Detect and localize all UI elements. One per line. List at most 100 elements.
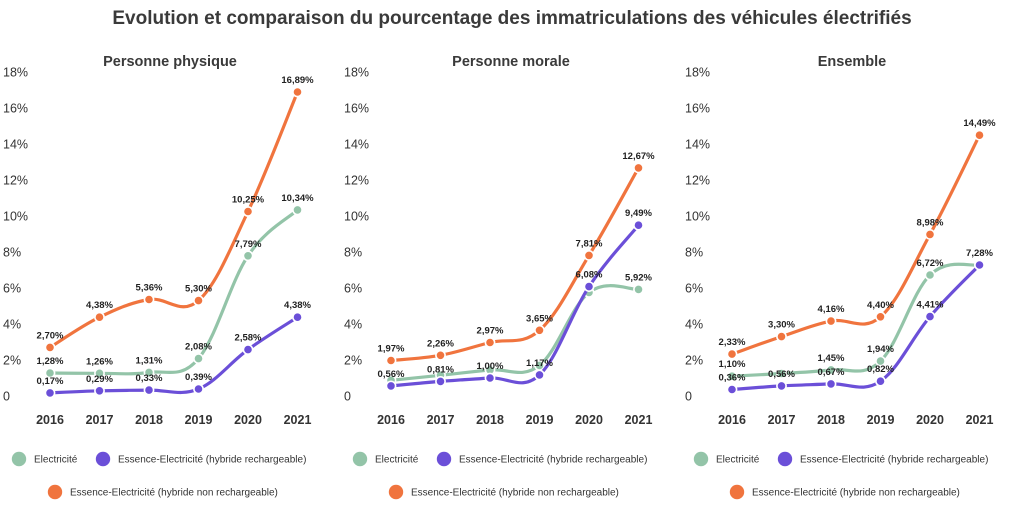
legend-label-electricite: Electricité [375,455,419,466]
data-point-phev[interactable] [924,311,936,322]
data-label-electricite: 10,34% [281,193,314,204]
data-point-hev[interactable] [534,324,545,336]
legend-marker-hev [729,484,745,500]
data-point-phev[interactable] [143,384,155,396]
data-point-hev[interactable] [143,294,155,305]
y-tick-label: 10% [344,210,369,224]
data-label-phev: 0,33% [136,373,163,384]
data-label-phev: 0,67% [818,367,845,378]
data-label-phev: 1,00% [477,361,504,372]
data-point-phev[interactable] [825,378,837,390]
x-tick-label: 2019 [526,413,554,427]
data-point-hev[interactable] [924,228,936,240]
data-point-phev[interactable] [44,387,56,399]
data-label-hev: 4,40% [867,300,894,311]
data-point-phev[interactable] [484,372,496,384]
data-label-phev: 2,58% [235,333,262,344]
data-point-hev[interactable] [633,162,644,174]
x-tick-label: 2019 [185,413,213,427]
data-point-hev[interactable] [292,86,303,98]
x-tick-label: 2018 [135,413,163,427]
data-point-hev[interactable] [825,315,837,327]
data-label-hev: 14,49% [963,118,996,129]
data-point-hev[interactable] [94,311,105,323]
data-point-hev[interactable] [193,295,204,306]
y-tick-label: 0 [344,390,351,404]
data-point-electricite[interactable] [193,353,204,364]
data-label-hev: 2,26% [427,338,454,349]
legend-label-phev: Essence-Electricité (hybride rechargeabl… [800,455,988,466]
x-tick-label: 2018 [817,413,845,427]
y-tick-label: 16% [3,102,28,116]
data-point-electricite[interactable] [292,204,303,216]
legend-label-phev: Essence-Electricité (hybride rechargeabl… [118,455,306,466]
legend-label-electricite: Electricité [716,455,760,466]
data-point-phev[interactable] [633,219,644,231]
data-label-hev: 10,25% [232,195,265,206]
legend-marker-hev [388,484,404,500]
data-point-hev[interactable] [385,355,397,366]
data-point-hev[interactable] [974,129,985,141]
data-point-electricite[interactable] [726,370,738,382]
data-label-electricite: 6,72% [917,258,944,269]
data-point-electricite[interactable] [242,250,254,262]
data-point-phev[interactable] [385,380,397,392]
data-label-hev: 7,81% [576,238,603,249]
data-point-hev[interactable] [484,337,496,348]
legend-marker-phev [436,451,452,467]
data-point-phev[interactable] [292,311,303,323]
y-tick-label: 12% [685,174,710,188]
x-tick-label: 2021 [625,413,653,427]
panel-personne-morale: Personne morale 0 2% 4% 6% 8% 10% 12% 14% 16% 18% 2… [341,44,682,512]
data-label-electricite: 7,79% [235,239,262,250]
data-label-phev: 4,38% [284,300,311,311]
data-point-hev[interactable] [875,311,886,323]
data-point-electricite[interactable] [875,355,886,367]
data-point-electricite[interactable] [825,364,837,376]
data-point-phev[interactable] [974,259,985,271]
x-tick-label: 2017 [768,413,796,427]
data-label-electricite: 2,08% [185,342,212,353]
series-line-hev [389,166,641,363]
data-label-hev: 8,98% [917,217,944,228]
data-point-phev[interactable] [534,369,545,381]
data-point-hev[interactable] [583,249,595,261]
data-point-phev[interactable] [435,375,446,387]
chart-personne-morale: Personne morale 0 2% 4% 6% 8% 10% 12% 14% 16% 18% 2… [344,54,655,500]
data-point-electricite[interactable] [776,368,787,379]
x-tick-label: 2016 [36,413,64,427]
data-point-electricite[interactable] [143,366,155,378]
chart-ensemble: Ensemble 0 2% 4% 6% 8% 10% 12% 14% 16% 18% 2016 2017… [685,54,996,500]
data-label-phev: 0,81% [427,364,454,375]
panel-title: Ensemble [818,54,887,70]
data-point-electricite[interactable] [924,269,936,281]
data-point-hev[interactable] [435,349,446,361]
x-tick-label: 2019 [867,413,895,427]
data-label-electricite: 1,94% [867,344,894,355]
data-point-phev[interactable] [242,344,254,355]
data-point-hev[interactable] [242,206,254,217]
y-tick-label: 16% [344,102,369,116]
legend-label-hev: Essence-Electricité (hybride non recharg… [411,488,619,499]
y-tick-label: 14% [685,138,710,152]
data-point-electricite[interactable] [94,367,105,379]
y-tick-label: 8% [344,246,362,260]
data-label-hev: 12,67% [622,151,655,162]
y-tick-label: 4% [344,318,362,332]
data-point-phev[interactable] [583,281,595,292]
data-point-hev[interactable] [776,331,787,342]
data-label-hev: 2,33% [719,337,746,348]
data-point-hev[interactable] [726,348,738,360]
data-point-phev[interactable] [94,385,105,397]
data-point-electricite[interactable] [633,283,644,295]
data-point-phev[interactable] [193,383,204,395]
data-point-phev[interactable] [776,380,787,392]
data-label-hev: 4,16% [818,304,845,315]
data-point-electricite[interactable] [44,367,56,379]
data-point-phev[interactable] [875,375,886,387]
y-tick-label: 6% [685,282,703,296]
y-tick-label: 0 [3,390,10,404]
data-point-hev[interactable] [44,341,56,353]
y-tick-label: 14% [344,138,369,152]
data-point-phev[interactable] [726,384,738,395]
